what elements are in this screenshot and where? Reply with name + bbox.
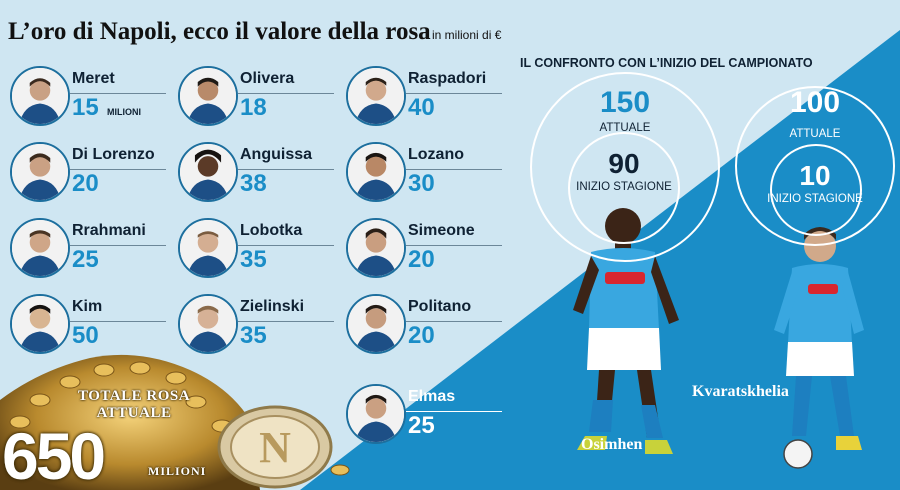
player-value: 20 — [72, 170, 99, 197]
player-portrait-icon — [346, 142, 406, 202]
divider — [70, 321, 166, 322]
player-value: 20 — [408, 322, 435, 349]
total-value: 650 — [2, 419, 106, 490]
player-name: Olivera — [240, 70, 295, 87]
page-title: L’oro di Napoli, ecco il valore della ro… — [8, 18, 431, 45]
divider — [70, 93, 166, 94]
osimhen-current-circle — [530, 72, 720, 262]
divider — [406, 169, 502, 170]
player-value-unit: MILIONI — [107, 107, 141, 117]
player-card-lobotka: Lobotka 35 — [178, 214, 338, 284]
player-name: Simeone — [408, 222, 475, 239]
osimhen-current-label: ATTUALE — [599, 122, 651, 134]
total-label-line2: ATTUALE — [96, 405, 172, 421]
osimhen-current-value: 150 — [599, 86, 651, 119]
player-card-raspadori: Raspadori 40 — [346, 62, 506, 132]
player-card-zielinski: Zielinski 35 — [178, 290, 338, 360]
player-name: Raspadori — [408, 70, 487, 87]
kvaratskhelia-current-circle — [735, 86, 895, 246]
player-name: Zielinski — [240, 298, 305, 315]
player-card-kim: Kim 50 — [10, 290, 170, 360]
player-value: 35 — [240, 246, 267, 273]
player-name: Elmas — [408, 388, 456, 405]
player-portrait-icon — [10, 218, 70, 278]
divider — [238, 93, 334, 94]
divider — [238, 169, 334, 170]
divider — [70, 245, 166, 246]
player-card-olivera: Olivera 18 — [178, 62, 338, 132]
player-portrait-icon — [178, 66, 238, 126]
osimhen-start-value: 90 — [608, 148, 640, 179]
osimhen-start-circle — [568, 132, 680, 244]
player-value: 40 — [408, 94, 435, 121]
player-value: 25 — [72, 246, 99, 273]
player-value: 15 — [72, 94, 99, 121]
svg-text:N: N — [259, 423, 291, 472]
divider — [406, 321, 502, 322]
divider — [238, 321, 334, 322]
divider — [406, 93, 502, 94]
player-name: Meret — [72, 70, 115, 87]
total-label-line1: TOTALE ROSA — [78, 388, 191, 404]
player-name: Politano — [408, 298, 472, 315]
player-name: Kim — [72, 298, 103, 315]
player-value: 50 — [72, 322, 99, 349]
kvaratskhelia-start-circle — [770, 144, 862, 236]
osimhen-name: Osimhen — [581, 436, 643, 453]
player-portrait-icon — [178, 218, 238, 278]
kvaratskhelia-start-value: 10 — [799, 160, 831, 191]
divider — [70, 169, 166, 170]
player-card-lozano: Lozano 30 — [346, 138, 506, 208]
player-card-anguissa: Anguissa 38 — [178, 138, 338, 208]
player-portrait-icon — [346, 294, 406, 354]
player-portrait-icon — [346, 384, 406, 444]
player-card-di-lorenzo: Di Lorenzo 20 — [10, 138, 170, 208]
player-portrait-icon — [10, 142, 70, 202]
player-portrait-icon — [178, 142, 238, 202]
player-card-politano: Politano 20 — [346, 290, 506, 360]
player-value: 18 — [240, 94, 267, 121]
osimhen-start-label: INIZIO STAGIONE — [576, 181, 672, 193]
kvaratskhelia-start-label: INIZIO STAGIONE — [767, 193, 863, 205]
player-card-elmas: Elmas 25 — [346, 380, 506, 450]
page-subtitle: in milioni di € — [432, 28, 502, 42]
player-card-meret: Meret 15 MILIONI — [10, 62, 170, 132]
player-portrait-icon — [346, 218, 406, 278]
player-card-simeone: Simeone 20 — [346, 214, 506, 284]
player-value: 38 — [240, 170, 267, 197]
player-value: 35 — [240, 322, 267, 349]
player-name: Rrahmani — [72, 222, 146, 239]
player-value: 30 — [408, 170, 435, 197]
player-portrait-icon — [346, 66, 406, 126]
player-value: 25 — [408, 412, 435, 439]
total-unit: MILIONI — [148, 464, 207, 478]
player-portrait-icon — [10, 66, 70, 126]
kvaratskhelia-current-label: ATTUALE — [789, 128, 841, 140]
player-card-rrahmani: Rrahmani 25 — [10, 214, 170, 284]
player-name: Anguissa — [240, 146, 313, 163]
divider — [406, 411, 502, 412]
player-value: 20 — [408, 246, 435, 273]
divider — [406, 245, 502, 246]
kvaratskhelia-current-value: 100 — [789, 86, 841, 119]
divider — [238, 245, 334, 246]
player-name: Lozano — [408, 146, 464, 163]
kvaratskhelia-player-figure — [774, 227, 864, 469]
comparison-heading: IL CONFRONTO CON L’INIZIO DEL CAMPIONATO — [520, 56, 813, 70]
kvaratskhelia-name: Kvaratskhelia — [692, 383, 789, 400]
total-label: TOTALE ROSA ATTUALE — [78, 388, 190, 422]
player-name: Lobotka — [240, 222, 303, 239]
player-name: Di Lorenzo — [72, 146, 155, 163]
player-portrait-icon — [178, 294, 238, 354]
napoli-logo-coin-icon: N — [217, 405, 333, 489]
player-portrait-icon — [10, 294, 70, 354]
